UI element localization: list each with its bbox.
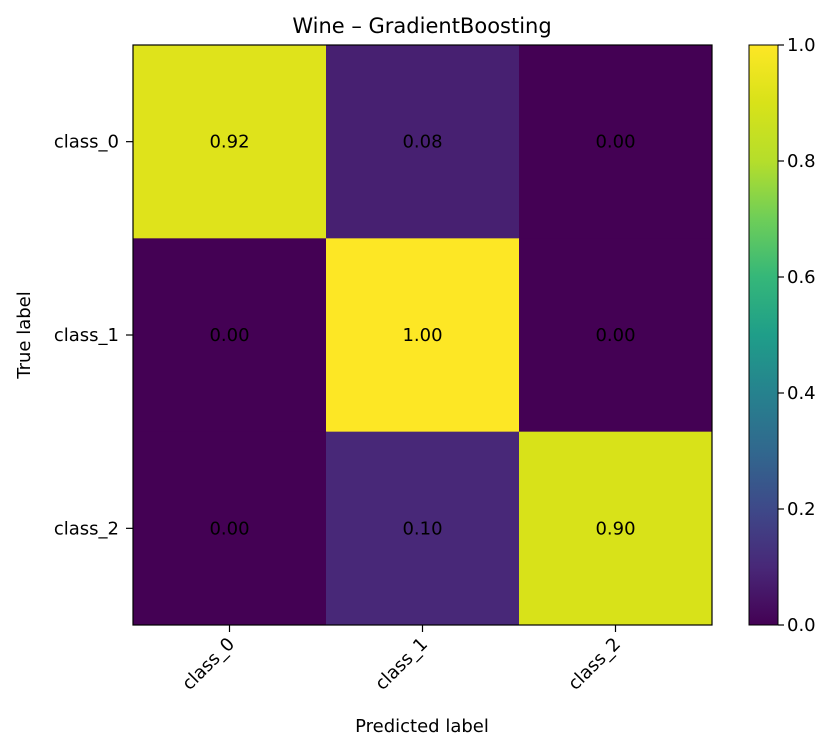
heatmap-value-labels: 0.92 0.08 0.00 0.00 1.00 0.00 0.00 0.10 0.90 [209,132,635,540]
cell-value-label: 0.00 [595,132,635,153]
cell-value-label: 0.00 [595,325,635,346]
heatmap-cell [519,238,713,433]
heatmap-cell [133,238,327,433]
heatmap-cell [326,431,520,626]
cell-value-label: 0.10 [402,518,442,539]
colorbar-ticks: 0.0 0.2 0.4 0.6 0.8 1.0 [778,35,816,636]
colorbar-tick-label: 0.6 [787,267,816,288]
heatmap-cell [326,238,520,433]
colorbar-tick-label: 0.2 [787,499,816,520]
cell-value-label: 0.00 [209,325,249,346]
heatmap-cells [133,45,713,626]
cell-value-label: 0.90 [595,518,635,539]
heatmap-cell [326,45,520,239]
y-tick-label: class_1 [54,325,119,346]
heatmap-cell [133,45,327,239]
cell-value-label: 1.00 [402,325,442,346]
y-tick-label: class_2 [54,518,119,539]
heatmap-cell [519,431,713,626]
x-tick-label: class_2 [564,634,625,695]
colorbar-tick-label: 0.4 [787,383,816,404]
colorbar-tick-label: 0.0 [787,615,816,636]
heatmap-cell [133,431,327,626]
heatmap-cell [519,45,713,239]
chart-title: Wine – GradientBoosting [292,14,551,38]
colorbar [748,44,779,626]
y-axis-label: True label [14,291,35,380]
cell-value-label: 0.08 [402,132,442,153]
colorbar-tick-label: 0.8 [787,151,816,172]
x-axis-ticks: class_0 class_1 class_2 [178,625,625,695]
cell-value-label: 0.00 [209,518,249,539]
colorbar-tick-label: 1.0 [787,35,816,56]
y-axis-ticks: class_0 class_1 class_2 [54,132,133,539]
x-tick-label: class_1 [371,634,432,695]
cell-value-label: 0.92 [209,132,249,153]
x-tick-label: class_0 [178,634,239,695]
x-axis-label: Predicted label [355,716,489,737]
y-tick-label: class_0 [54,132,119,153]
